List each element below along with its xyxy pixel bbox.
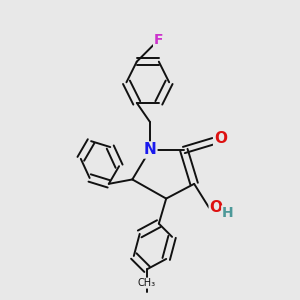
Text: N: N: [144, 142, 156, 158]
Text: CH₃: CH₃: [138, 278, 156, 288]
Text: O: O: [210, 200, 223, 215]
Text: O: O: [214, 131, 227, 146]
Text: H: H: [222, 206, 234, 220]
Text: F: F: [154, 33, 164, 46]
